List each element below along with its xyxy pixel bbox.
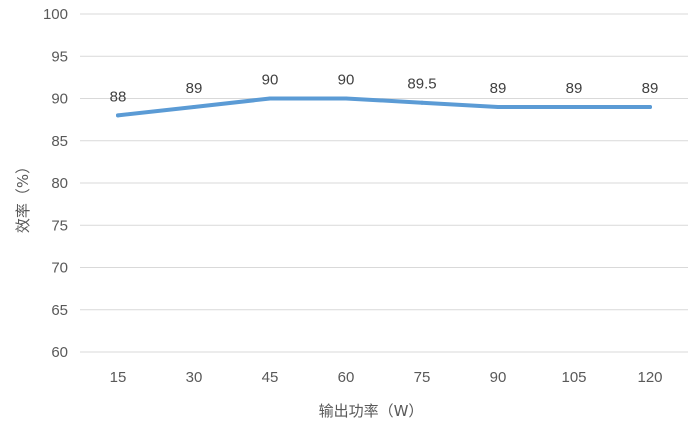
data-label: 90 (338, 72, 355, 89)
y-tick-label: 95 (51, 48, 68, 65)
data-label: 89 (490, 80, 507, 97)
y-tick-label: 70 (51, 260, 68, 277)
data-point (420, 100, 424, 105)
y-tick-label: 90 (51, 91, 68, 108)
y-tick-label: 80 (51, 175, 68, 192)
data-label: 89.5 (407, 76, 436, 93)
x-tick-label: 105 (561, 369, 586, 386)
x-tick-label: 120 (637, 369, 662, 386)
data-labels: 88 89 90 90 89.5 89 89 89 (110, 72, 659, 106)
x-tick-label: 90 (490, 369, 507, 386)
y-tick-label: 75 (51, 217, 68, 234)
data-point (116, 113, 120, 118)
y-tick-label: 65 (51, 302, 68, 319)
x-tick-label: 60 (338, 369, 355, 386)
x-tick-label: 75 (414, 369, 431, 386)
x-tick-label: 15 (110, 369, 127, 386)
x-tick-label: 45 (262, 369, 279, 386)
series-layer (116, 96, 652, 118)
data-point (268, 96, 272, 101)
data-point (648, 104, 652, 109)
x-axis-ticks: 15 30 45 60 75 90 105 120 (110, 369, 663, 386)
data-point (496, 104, 500, 109)
data-point (572, 104, 576, 109)
data-label: 90 (262, 72, 279, 89)
y-tick-label: 85 (51, 133, 68, 150)
data-point (344, 96, 348, 101)
x-axis-title: 输出功率（W） (319, 402, 424, 420)
data-label: 89 (642, 80, 659, 97)
data-label: 89 (566, 80, 583, 97)
x-tick-label: 30 (186, 369, 203, 386)
y-axis-ticks: 60 65 70 75 80 85 90 95 100 (43, 6, 68, 361)
data-label: 88 (110, 88, 127, 105)
y-tick-label: 100 (43, 6, 68, 23)
gridlines (80, 13, 688, 353)
series-line (116, 96, 652, 118)
data-label: 89 (186, 80, 203, 97)
y-tick-label: 60 (51, 344, 68, 361)
data-point (192, 104, 196, 109)
y-axis-title: 效率（%） (14, 159, 32, 233)
